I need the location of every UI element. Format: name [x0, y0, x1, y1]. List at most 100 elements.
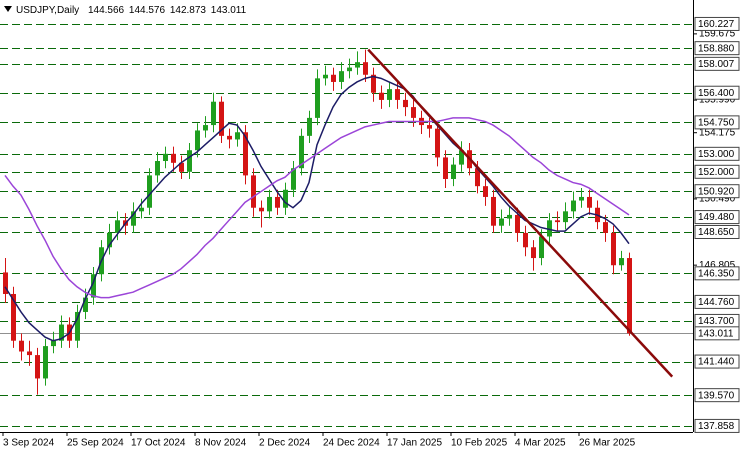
candle-body — [531, 247, 536, 259]
candle-body — [363, 62, 368, 75]
header-open: 144.566 — [88, 5, 125, 16]
symbol: USDJPY,Daily — [16, 5, 79, 16]
candle-body — [555, 220, 560, 223]
candle-body — [603, 222, 608, 233]
level-label: 158.880 — [698, 43, 735, 54]
level-label: 137.858 — [698, 421, 735, 432]
candle-body — [299, 135, 304, 169]
candle-body — [219, 101, 224, 136]
candle-body — [195, 130, 200, 151]
candle-body — [499, 218, 504, 226]
candle-body — [403, 99, 408, 108]
header-high: 144.576 — [129, 5, 166, 16]
level-label: 154.750 — [698, 118, 735, 129]
candle-body — [547, 220, 552, 237]
level-label-box — [694, 16, 740, 31]
level-label-box — [694, 294, 740, 309]
plot-area — [0, 24, 693, 427]
candle-body — [75, 311, 80, 341]
y-tick-label: 154.175 — [699, 127, 736, 138]
candle-body — [235, 132, 240, 140]
candle-body — [347, 67, 352, 72]
candle-body — [387, 89, 392, 100]
candle-body — [339, 71, 344, 82]
bid-label: 143.011 — [698, 328, 734, 339]
level-label-box — [694, 210, 740, 225]
y-tick-label: 155.990 — [699, 95, 736, 106]
axes: 159.675 155.990 154.175 150.490 146.805 160.2… — [2, 16, 740, 449]
candle-body — [115, 220, 120, 233]
x-tick-label: 10 Feb 2025 — [451, 438, 508, 449]
level-label: 153.000 — [698, 149, 735, 160]
candle-body — [51, 340, 56, 347]
level-label: 143.700 — [698, 316, 735, 327]
level-label-box — [694, 184, 740, 199]
candle-body — [187, 150, 192, 172]
candle-body — [227, 135, 232, 140]
x-tick-label: 8 Nov 2024 — [195, 438, 247, 449]
candle-body — [323, 74, 328, 79]
candle-body — [155, 161, 160, 176]
candle-body — [283, 189, 288, 208]
level-label: 152.000 — [698, 167, 735, 178]
x-tick-label: 3 Sep 2024 — [3, 438, 55, 449]
bid-label-box — [694, 326, 740, 341]
candle-body — [147, 175, 152, 208]
candle-body — [331, 74, 336, 82]
candle-body — [483, 186, 488, 197]
candle-body — [435, 128, 440, 158]
candle-body — [3, 272, 8, 294]
candle-body — [315, 78, 320, 118]
level-label: 160.227 — [698, 19, 735, 30]
x-tick-label: 26 Mar 2025 — [579, 438, 636, 449]
candle-body — [267, 196, 272, 212]
candle-body — [451, 164, 456, 179]
candle-body — [619, 258, 624, 266]
candle-body — [579, 196, 584, 201]
header-low: 142.873 — [170, 5, 207, 16]
level-label: 139.570 — [698, 390, 735, 401]
candle-body — [171, 153, 176, 163]
candle-body — [475, 168, 480, 187]
level-label: 149.480 — [698, 212, 735, 223]
level-label-box — [694, 266, 740, 281]
candle-body — [611, 232, 616, 266]
candle-body — [83, 297, 88, 312]
level-label: 141.440 — [698, 357, 735, 368]
candle-body — [539, 236, 544, 259]
level-label: 150.920 — [698, 186, 735, 197]
candle-body — [459, 150, 464, 165]
moving-average — [4, 75, 630, 342]
candle-body — [35, 355, 40, 379]
candle-body — [291, 168, 296, 190]
level-label: 156.400 — [698, 88, 735, 99]
x-tick-label: 17 Jan 2025 — [387, 438, 442, 449]
header-close: 143.011 — [211, 5, 247, 16]
level-label-box — [694, 224, 740, 239]
candle-body — [571, 200, 576, 212]
candle-body — [379, 92, 384, 100]
candle-body — [355, 62, 360, 68]
level-label: 144.760 — [698, 297, 735, 308]
y-tick-label: 146.805 — [699, 260, 736, 271]
candle-body — [259, 207, 264, 212]
candle-body — [139, 207, 144, 212]
candle-body — [507, 214, 512, 219]
moving-average — [4, 117, 630, 299]
trendline — [367, 48, 674, 378]
level-label-box — [694, 146, 740, 161]
level-label: 158.007 — [698, 59, 735, 70]
candle-body — [179, 162, 184, 172]
candle-body — [395, 89, 400, 100]
chart-header: USDJPY,Daily 144.566 144.576 142.873 143… — [16, 5, 247, 16]
level-label-box — [694, 418, 740, 433]
y-tick-label: 150.490 — [699, 194, 736, 205]
candle-body — [107, 232, 112, 248]
level-label-box — [694, 354, 740, 369]
collapse-icon[interactable] — [4, 6, 12, 12]
level-label-box — [694, 41, 740, 56]
candle-body — [587, 196, 592, 208]
y-tick-label: 159.675 — [699, 29, 736, 40]
